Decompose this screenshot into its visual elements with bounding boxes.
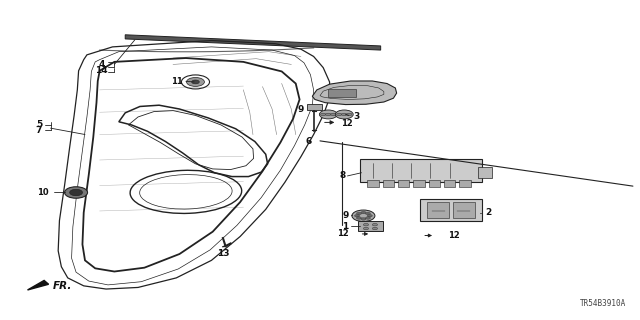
FancyBboxPatch shape [428, 202, 449, 218]
Circle shape [355, 214, 360, 217]
FancyBboxPatch shape [358, 220, 383, 231]
Circle shape [342, 113, 347, 116]
FancyBboxPatch shape [360, 159, 481, 182]
Circle shape [372, 227, 378, 230]
Text: 1: 1 [342, 222, 349, 231]
Circle shape [326, 113, 331, 116]
FancyBboxPatch shape [413, 180, 425, 188]
Text: 8: 8 [339, 172, 346, 180]
Text: 12: 12 [337, 229, 349, 238]
Text: 5: 5 [36, 120, 42, 130]
FancyBboxPatch shape [478, 167, 492, 178]
Text: 11: 11 [171, 77, 182, 86]
Text: 9: 9 [342, 211, 349, 220]
Circle shape [365, 212, 371, 215]
Circle shape [361, 218, 366, 220]
Circle shape [321, 113, 326, 116]
Circle shape [337, 113, 342, 116]
FancyBboxPatch shape [367, 180, 379, 188]
Circle shape [364, 223, 369, 226]
Circle shape [361, 211, 366, 214]
Text: TR54B3910A: TR54B3910A [580, 299, 627, 308]
FancyBboxPatch shape [383, 180, 394, 188]
Circle shape [352, 210, 375, 221]
Circle shape [364, 227, 369, 230]
Circle shape [331, 113, 336, 116]
Circle shape [319, 110, 337, 119]
FancyBboxPatch shape [398, 180, 410, 188]
Text: 7: 7 [36, 126, 42, 135]
Text: 2: 2 [484, 208, 491, 217]
Text: FR.: FR. [53, 282, 72, 292]
Polygon shape [125, 35, 381, 50]
Circle shape [356, 212, 362, 215]
Text: 10: 10 [37, 188, 49, 197]
Text: 13: 13 [217, 249, 229, 258]
Circle shape [65, 187, 88, 198]
FancyBboxPatch shape [453, 202, 474, 218]
Text: 6: 6 [305, 137, 312, 146]
Circle shape [191, 80, 199, 84]
Circle shape [186, 77, 204, 86]
FancyBboxPatch shape [307, 104, 322, 110]
Circle shape [356, 217, 362, 219]
Text: 4: 4 [99, 60, 105, 69]
FancyBboxPatch shape [420, 199, 481, 221]
Text: 14: 14 [95, 66, 108, 75]
Circle shape [70, 189, 83, 196]
Polygon shape [312, 81, 397, 105]
Text: 12: 12 [341, 119, 353, 128]
FancyBboxPatch shape [460, 180, 470, 188]
Circle shape [365, 217, 371, 219]
FancyBboxPatch shape [429, 180, 440, 188]
Circle shape [367, 214, 372, 217]
Circle shape [347, 113, 352, 116]
Circle shape [335, 110, 353, 119]
Text: 9: 9 [297, 105, 303, 114]
FancyBboxPatch shape [328, 89, 356, 97]
Text: 3: 3 [353, 112, 360, 121]
Text: 12: 12 [448, 231, 460, 240]
Polygon shape [28, 280, 49, 290]
Circle shape [372, 223, 378, 226]
FancyBboxPatch shape [444, 180, 456, 188]
